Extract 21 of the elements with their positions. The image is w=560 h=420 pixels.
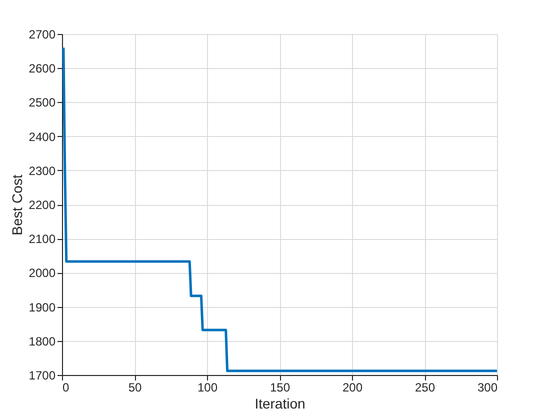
y-tick-label: 2200 <box>28 198 56 212</box>
y-tick-label: 2600 <box>28 62 56 76</box>
y-tick-label: 2400 <box>28 130 56 144</box>
x-tick-label: 50 <box>128 380 142 394</box>
line-series <box>62 46 497 372</box>
y-tick-label: 2300 <box>28 164 56 178</box>
y-tick-label: 1800 <box>28 334 56 348</box>
y-tick-label: 1900 <box>28 300 56 314</box>
x-tick-label: 300 <box>477 380 498 394</box>
x-tick-label: 100 <box>197 380 218 394</box>
x-tick-label: 200 <box>342 380 363 394</box>
y-tick-label: 1700 <box>28 368 56 382</box>
y-axis-title: Best Cost <box>8 174 25 236</box>
x-tick-label: 250 <box>414 380 436 394</box>
y-tick-label: 2000 <box>28 266 56 280</box>
x-tick-label: 0 <box>62 380 70 394</box>
y-tick-label: 2700 <box>28 28 56 42</box>
y-tick-label: 2500 <box>28 96 56 110</box>
y-tick-label: 2100 <box>28 232 56 246</box>
x-axis-title: Iteration <box>254 396 306 412</box>
x-tick-label: 150 <box>270 380 290 394</box>
